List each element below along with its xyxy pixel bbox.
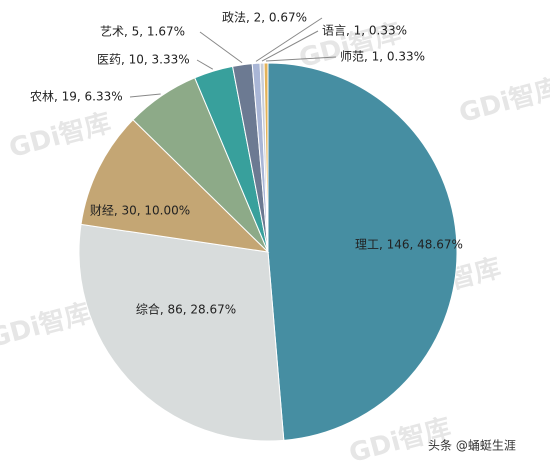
pie-slice — [263, 62, 269, 253]
pie-slice — [78, 223, 285, 442]
data-label: 师范, 1, 0.33% — [340, 50, 425, 64]
watermark: GDi智库 — [0, 298, 94, 354]
data-label: 语言, 1, 0.33% — [322, 24, 407, 38]
footer: 头条 @蛹蜓生涯 — [428, 439, 516, 453]
pie-slice — [80, 119, 270, 253]
leader-line — [255, 17, 323, 62]
pie — [78, 62, 458, 442]
data-label: 财经, 30, 10.00% — [90, 204, 190, 218]
leader-line — [265, 56, 337, 62]
data-label: 理工, 146, 48.67% — [355, 238, 463, 252]
pie-slice — [267, 62, 458, 441]
leader-line — [196, 59, 214, 70]
labels: 理工, 146, 48.67% 综合, 86, 28.67% 财经, 30, 10.… — [30, 11, 463, 317]
leader-line — [261, 30, 319, 62]
data-label: 艺术, 5, 1.67% — [100, 25, 185, 39]
data-label: 综合, 86, 28.67% — [136, 302, 236, 317]
watermark: GDi智库 — [456, 73, 550, 129]
leader-line — [199, 31, 243, 64]
data-label: 政法, 2, 0.67% — [222, 11, 307, 25]
data-label: 农林, 19, 6.33% — [30, 90, 123, 104]
leader-line — [129, 93, 161, 98]
watermark: GDi智库 — [6, 108, 114, 164]
data-label: 医药, 10, 3.33% — [97, 53, 190, 67]
